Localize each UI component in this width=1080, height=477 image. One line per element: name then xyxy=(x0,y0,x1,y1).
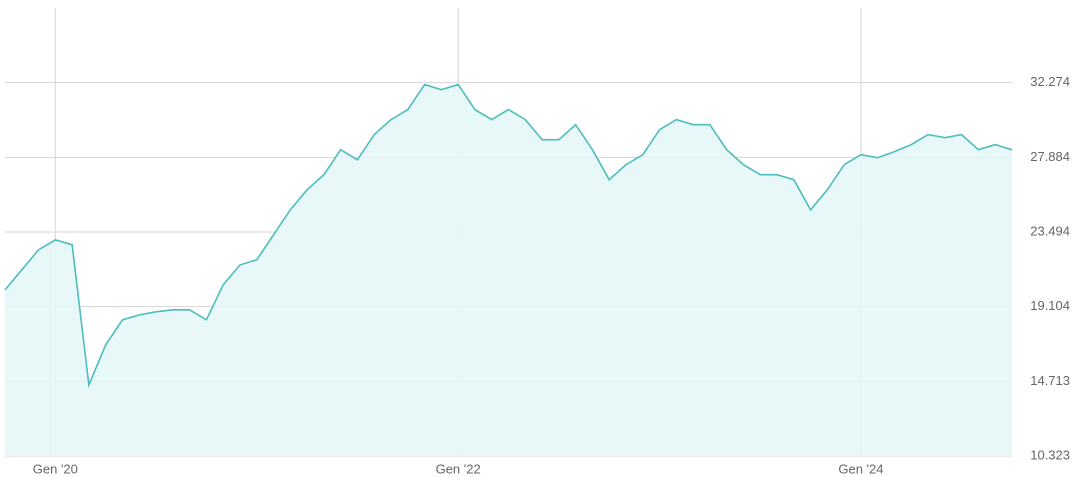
y-tick-label: 32.274 xyxy=(1030,74,1070,89)
x-tick-label: Gen '22 xyxy=(436,461,481,476)
y-tick-label: 19.104 xyxy=(1030,298,1070,313)
y-tick-label: 27.884 xyxy=(1030,149,1070,164)
y-tick-label: 23.494 xyxy=(1030,223,1070,238)
line xyxy=(4,83,1013,389)
x-tick-label: Gen '20 xyxy=(33,461,78,476)
area-fill xyxy=(5,84,1012,456)
x-tick-label: Gen '24 xyxy=(838,461,883,476)
y-tick-label: 10.323 xyxy=(1030,447,1070,462)
y-tick-label: 14.713 xyxy=(1030,373,1070,388)
